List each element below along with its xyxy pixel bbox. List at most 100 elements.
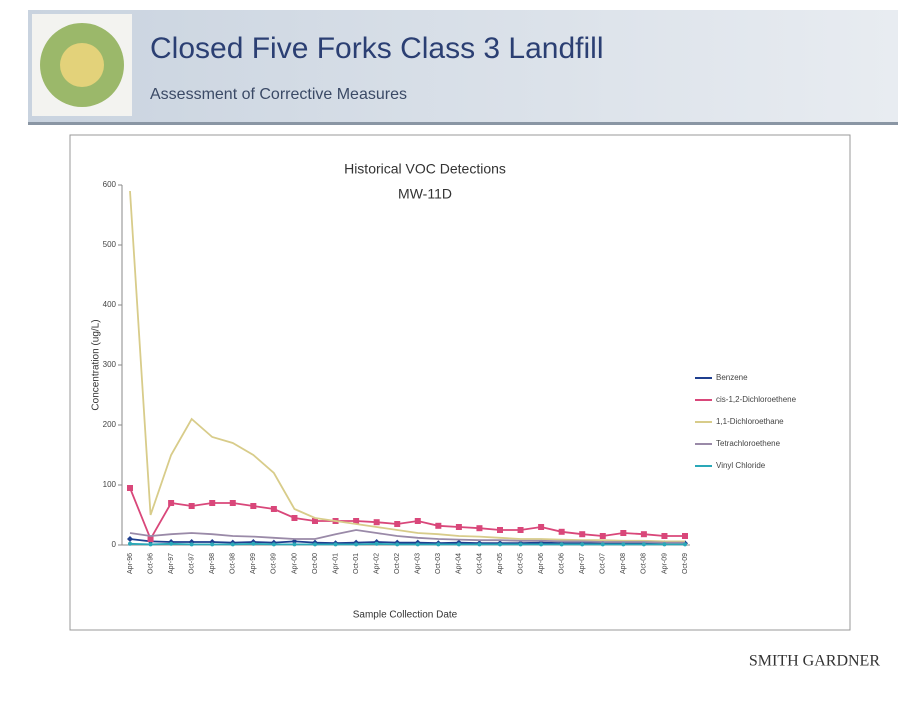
y-tick-label: 0	[112, 540, 117, 549]
point	[559, 542, 564, 547]
point	[518, 542, 523, 547]
point	[373, 519, 380, 526]
header-rule	[28, 122, 898, 125]
point	[333, 542, 338, 547]
x-tick-label: Oct-09	[682, 553, 689, 574]
point	[292, 542, 297, 547]
x-tick-label: Oct-08	[641, 553, 648, 574]
x-tick-label: Apr-96	[127, 553, 134, 574]
x-tick-label: Oct-96	[147, 553, 154, 574]
x-tick-label: Apr-08	[620, 553, 627, 574]
point	[415, 542, 420, 547]
point	[229, 500, 236, 506]
point	[230, 542, 235, 547]
point	[414, 518, 421, 524]
x-axis-label: Sample Collection Date	[353, 610, 458, 621]
x-tick-label: Apr-01	[332, 553, 339, 574]
point	[682, 533, 688, 539]
point	[456, 542, 461, 547]
x-tick-label: Apr-00	[291, 553, 298, 574]
series-line	[129, 538, 685, 545]
point	[270, 506, 277, 512]
point	[394, 521, 401, 527]
logo-center	[60, 43, 104, 87]
point	[127, 485, 133, 491]
y-tick-label: 500	[103, 240, 117, 249]
series-line	[129, 487, 685, 542]
point	[127, 536, 133, 542]
chart-frame	[69, 134, 851, 631]
point	[640, 531, 647, 538]
point	[312, 518, 318, 524]
point	[455, 524, 462, 530]
point	[210, 542, 215, 547]
x-tick-label: Oct-02	[394, 553, 401, 574]
point	[271, 542, 276, 547]
point	[147, 536, 154, 542]
series-line	[129, 542, 685, 546]
header-band	[28, 10, 898, 125]
point	[250, 503, 257, 509]
legend-label: Vinyl Chloride	[716, 461, 766, 470]
point	[169, 541, 174, 546]
x-tick-label: Oct-00	[312, 553, 319, 574]
y-tick-label: 300	[103, 360, 117, 369]
x-tick-label: Oct-97	[189, 553, 196, 574]
point	[209, 500, 216, 506]
point	[662, 542, 667, 547]
point	[291, 515, 298, 521]
point	[354, 542, 359, 547]
point	[436, 542, 441, 547]
legend-label: cis-1,2-Dichloroethene	[716, 395, 797, 404]
x-tick-label: Apr-02	[374, 553, 381, 574]
x-tick-label: Apr-05	[497, 553, 504, 574]
x-tick-label: Apr-99	[250, 553, 257, 574]
y-tick-label: 100	[103, 480, 117, 489]
point	[477, 542, 482, 547]
point	[128, 541, 132, 546]
x-tick-label: Apr-03	[415, 553, 422, 574]
point	[168, 500, 175, 506]
point	[313, 542, 317, 547]
point	[579, 531, 586, 538]
x-tick-label: Apr-04	[456, 553, 463, 574]
y-tick-label: 200	[103, 420, 117, 429]
legend-label: Benzene	[716, 373, 748, 382]
point	[599, 533, 606, 539]
point	[661, 533, 668, 539]
legend-label: 1,1-Dichloroethane	[716, 417, 784, 426]
point	[683, 542, 687, 547]
point	[395, 542, 400, 547]
x-tick-label: Apr-06	[538, 553, 545, 574]
point	[435, 522, 442, 529]
series-line	[129, 529, 685, 544]
chart-subtitle: MW-11D	[398, 186, 452, 202]
y-tick-label: 600	[103, 180, 117, 189]
legend-label: Tetrachloroethene	[716, 439, 781, 448]
series-line	[129, 190, 685, 543]
x-tick-label: Oct-03	[435, 553, 442, 574]
point	[374, 541, 379, 546]
point	[580, 542, 585, 547]
point	[188, 503, 195, 509]
point	[558, 528, 565, 535]
point	[189, 542, 194, 547]
x-tick-label: Apr-97	[168, 553, 175, 574]
point	[600, 542, 605, 547]
point	[476, 525, 483, 532]
point	[353, 518, 360, 524]
slide-subtitle: Assessment of Corrective Measures	[150, 86, 407, 103]
x-tick-label: Apr-07	[579, 553, 586, 574]
point	[641, 542, 646, 547]
y-tick-label: 400	[103, 300, 117, 309]
x-tick-label: Oct-06	[559, 553, 566, 574]
x-tick-label: Oct-05	[517, 553, 524, 574]
slide-title: Closed Five Forks Class 3 Landfill	[150, 32, 604, 65]
point	[251, 541, 256, 546]
brand: SMITH GARDNER	[749, 653, 880, 670]
x-tick-label: Apr-98	[209, 553, 216, 574]
point	[148, 542, 153, 547]
chart-title: Historical VOC Detections	[344, 161, 506, 177]
point	[497, 527, 503, 533]
